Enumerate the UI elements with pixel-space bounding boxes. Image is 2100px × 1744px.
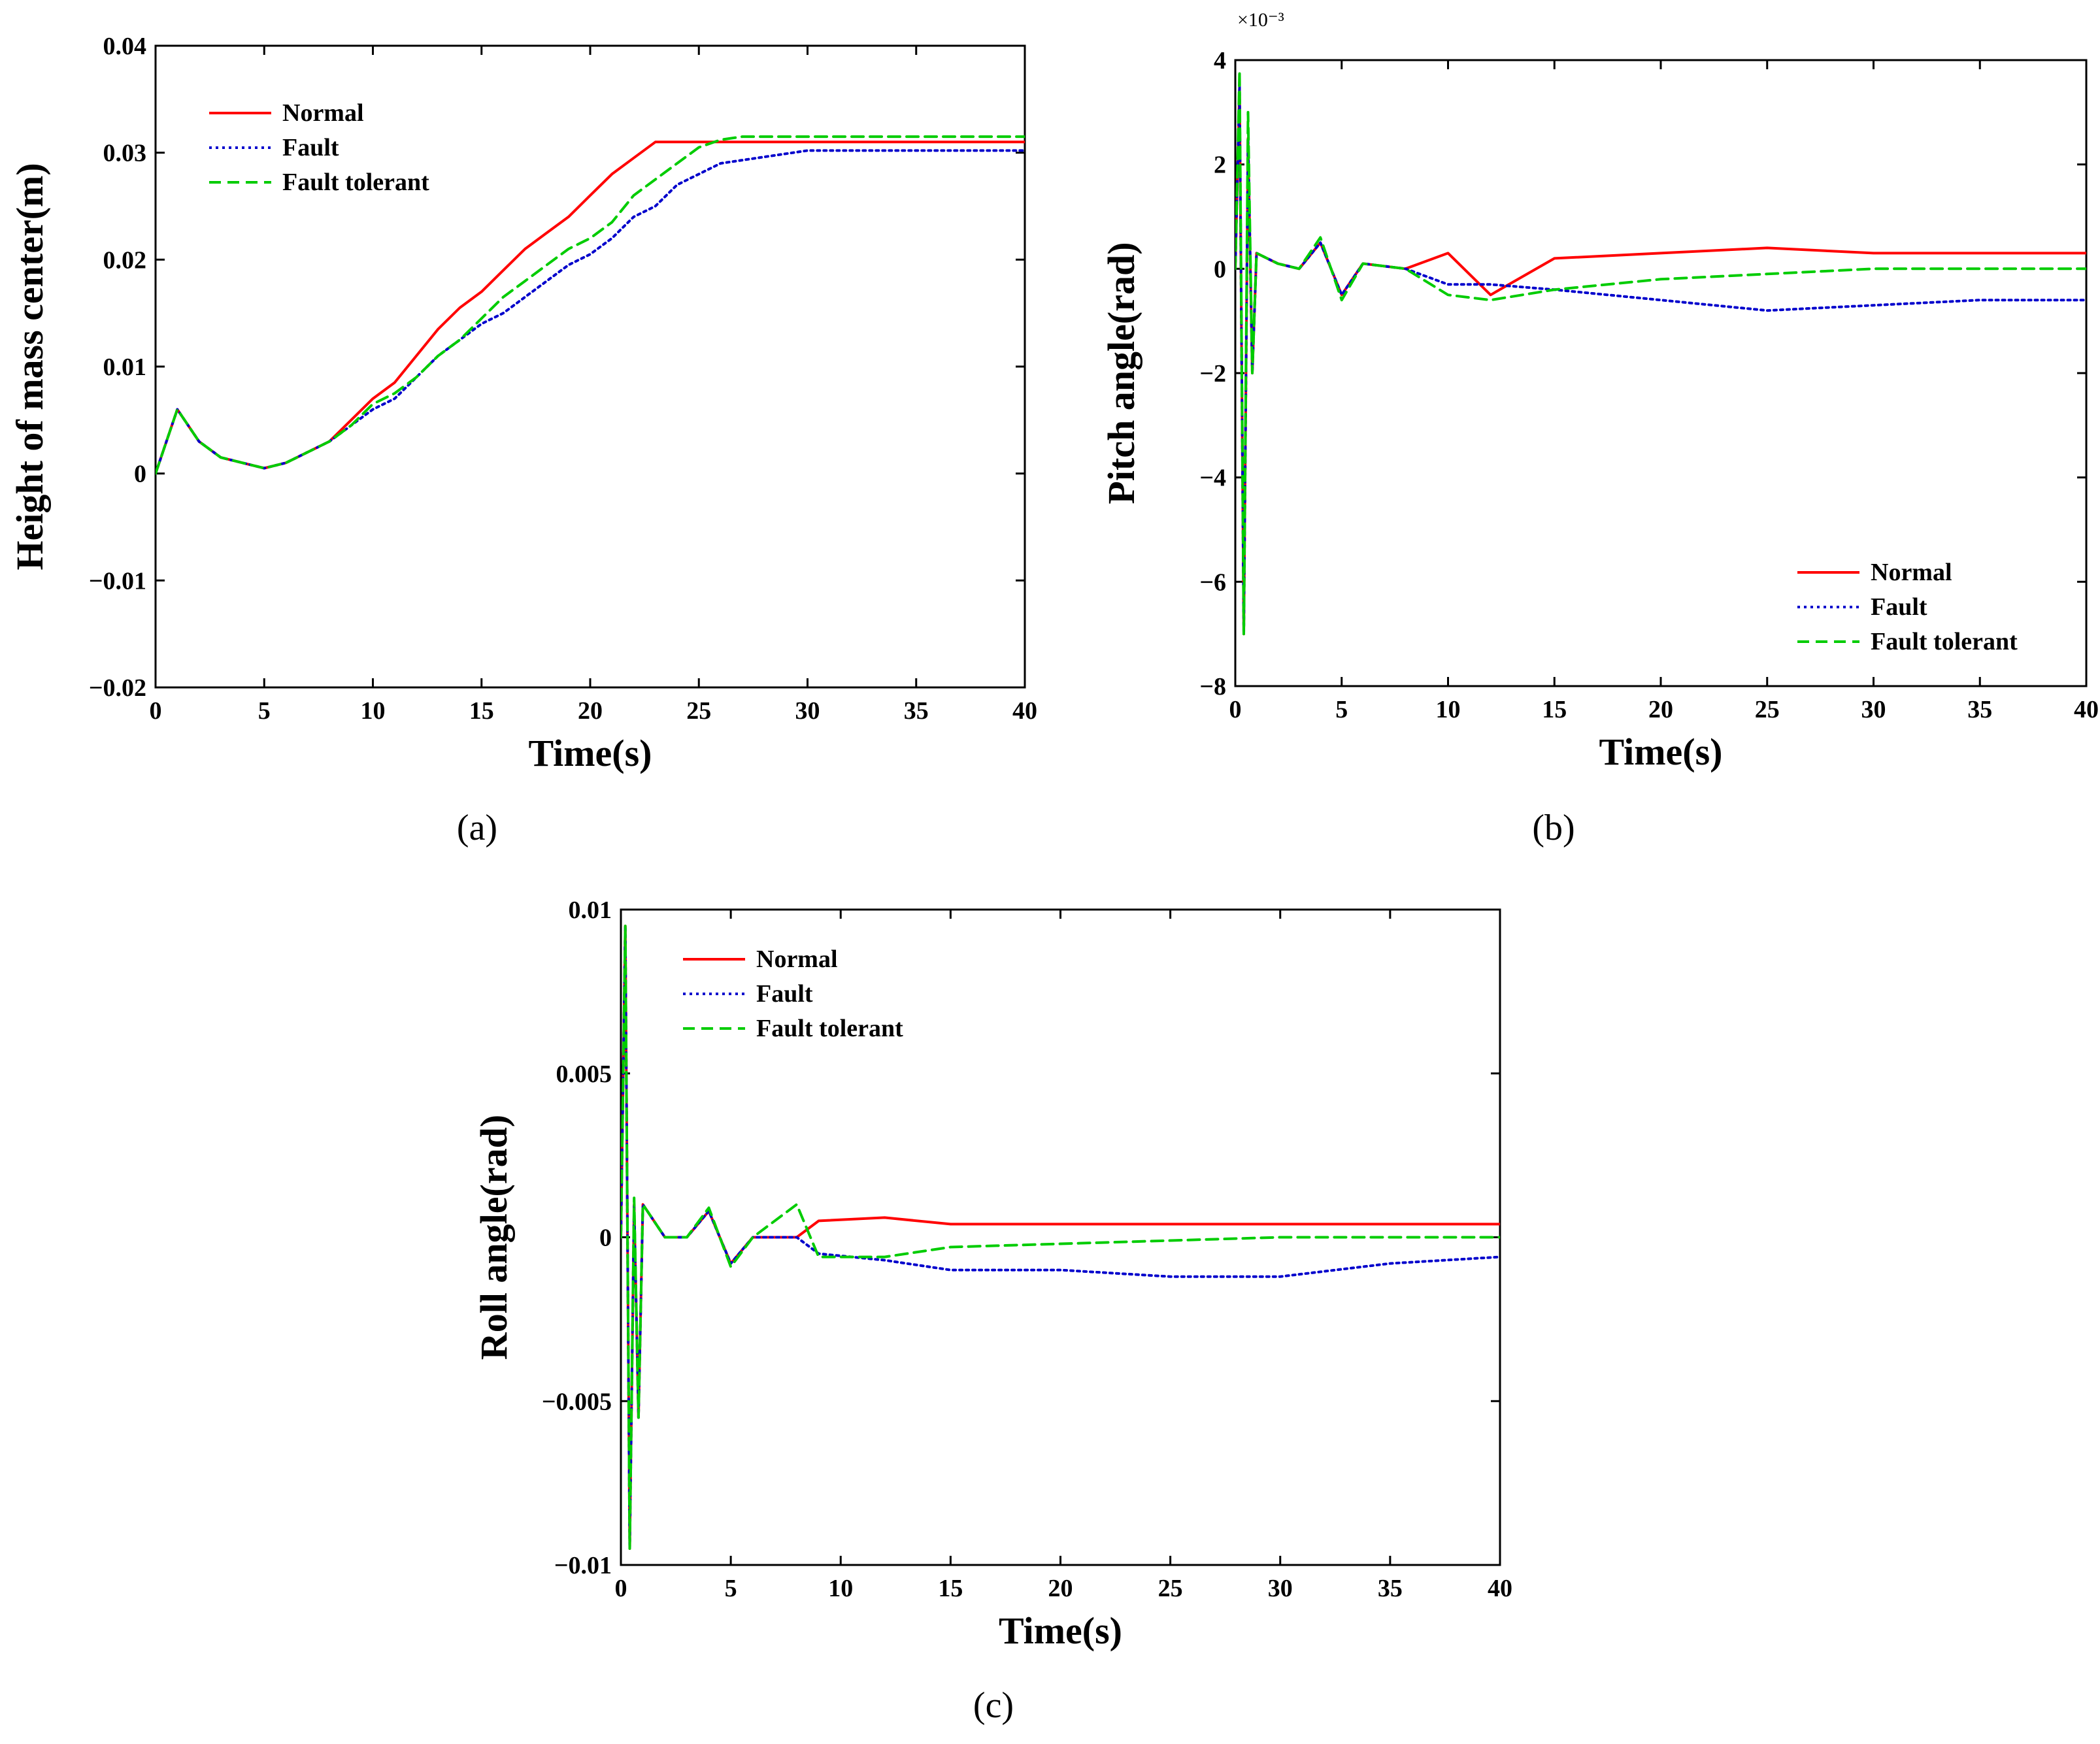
y-axis-label: Roll angle(rad) xyxy=(473,1115,515,1360)
legend-label: Normal xyxy=(282,99,364,127)
legend-label: Fault xyxy=(282,134,339,161)
x-tick-label: 20 xyxy=(1648,696,1673,723)
y-tick-label: 0.01 xyxy=(569,897,612,924)
x-tick-label: 25 xyxy=(1158,1575,1183,1602)
legend-label: Normal xyxy=(756,946,838,973)
y-tick-label: 0.02 xyxy=(103,246,147,274)
x-tick-label: 5 xyxy=(725,1575,737,1602)
x-tick-label: 30 xyxy=(795,697,820,725)
y-tick-label: −4 xyxy=(1199,465,1226,492)
y-tick-label: 0 xyxy=(134,461,146,488)
x-tick-label: 40 xyxy=(2074,696,2099,723)
chart-c: 0 5 10 15 20 25 30 35 40 −0.01 −0.005 0 0.005 0.01 Tim… xyxy=(473,897,1512,1726)
legend-label: Normal xyxy=(1871,559,1952,586)
legend-label: Fault tolerant xyxy=(282,169,429,196)
x-tick-label: 25 xyxy=(686,697,711,725)
x-tick-label: 0 xyxy=(150,697,162,725)
chart-b: 0 5 10 15 20 25 30 35 40 −8 −6 −4 −2 0 2 4 ×10⁻³ Time(s) P… xyxy=(1100,9,2099,848)
series-line-fault-tolerant xyxy=(156,135,1025,475)
x-tick-label: 20 xyxy=(578,697,603,725)
panel-caption: (c) xyxy=(973,1685,1014,1726)
y-axis-label: Height of mass center(m) xyxy=(8,163,51,570)
legend-label: Fault xyxy=(1871,593,1927,621)
x-tick-label: 0 xyxy=(615,1575,627,1602)
x-tick-label: 5 xyxy=(1335,696,1348,723)
series-line-fault-tolerant xyxy=(1235,69,2086,636)
x-axis-label: Time(s) xyxy=(1599,731,1722,773)
legend: Normal Fault Fault tolerant xyxy=(1797,559,2018,655)
y-tick-label: 0 xyxy=(1214,255,1226,283)
y-tick-label: 0.01 xyxy=(103,354,147,381)
y-tick-label: −6 xyxy=(1199,568,1226,596)
plot-frame xyxy=(1234,59,2088,687)
x-tick-label: 15 xyxy=(938,1575,963,1602)
x-tick-label: 10 xyxy=(1436,696,1461,723)
x-tick-label: 40 xyxy=(1012,697,1037,725)
y-tick-label: 0.03 xyxy=(103,140,147,167)
x-tick-label: 10 xyxy=(828,1575,853,1602)
series-group xyxy=(156,135,1025,475)
y-tick-label: 0.04 xyxy=(103,33,147,60)
y-tick-label: 4 xyxy=(1214,47,1226,74)
y-tick-label: −8 xyxy=(1199,673,1226,700)
x-tick-label: 35 xyxy=(1967,696,1992,723)
legend: Normal Fault Fault tolerant xyxy=(683,946,903,1042)
panel-caption: (b) xyxy=(1532,808,1575,848)
x-tick-label: 15 xyxy=(1542,696,1567,723)
legend: Normal Fault Fault tolerant xyxy=(209,99,429,196)
x-axis-label: Time(s) xyxy=(999,1609,1122,1652)
x-tick-label: 0 xyxy=(1229,696,1242,723)
y-tick-label: −0.005 xyxy=(542,1388,612,1415)
x-tick-label: 10 xyxy=(361,697,386,725)
series-line-fault-tolerant xyxy=(621,925,1500,1550)
legend-label: Fault tolerant xyxy=(756,1015,903,1042)
x-tick-label: 5 xyxy=(258,697,271,725)
y-tick-label: −0.01 xyxy=(89,567,146,595)
y-tick-label: −0.01 xyxy=(554,1552,612,1579)
chart-a: 0 5 10 15 20 25 30 35 40 −0.02 −0.01 0 0.01 0.02 0.03 0… xyxy=(8,33,1037,848)
y-axis-label: Pitch angle(rad) xyxy=(1100,242,1142,504)
y-exponent-label: ×10⁻³ xyxy=(1237,9,1284,31)
y-tick-label: −2 xyxy=(1199,360,1226,387)
x-axis-label: Time(s) xyxy=(528,732,652,774)
x-tick-label: 20 xyxy=(1048,1575,1073,1602)
series-group xyxy=(1235,69,2086,636)
legend-label: Fault tolerant xyxy=(1871,628,2018,655)
x-tick-label: 35 xyxy=(904,697,929,725)
x-tick-label: 30 xyxy=(1861,696,1886,723)
x-tick-label: 25 xyxy=(1755,696,1780,723)
x-tick-label: 35 xyxy=(1378,1575,1403,1602)
y-tick-label: 2 xyxy=(1214,152,1226,179)
series-group xyxy=(621,925,1500,1550)
legend-label: Fault xyxy=(756,980,813,1008)
panel-caption: (a) xyxy=(457,808,497,848)
y-tick-label: −0.02 xyxy=(89,674,146,702)
series-line-fault xyxy=(156,149,1025,475)
series-line-normal xyxy=(1235,84,2086,636)
y-tick-label: 0 xyxy=(599,1225,612,1252)
x-tick-label: 15 xyxy=(469,697,494,725)
y-tick-label: 0.005 xyxy=(556,1061,612,1088)
x-tick-label: 40 xyxy=(1488,1575,1512,1602)
x-tick-label: 30 xyxy=(1268,1575,1293,1602)
series-line-fault xyxy=(1235,84,2086,636)
